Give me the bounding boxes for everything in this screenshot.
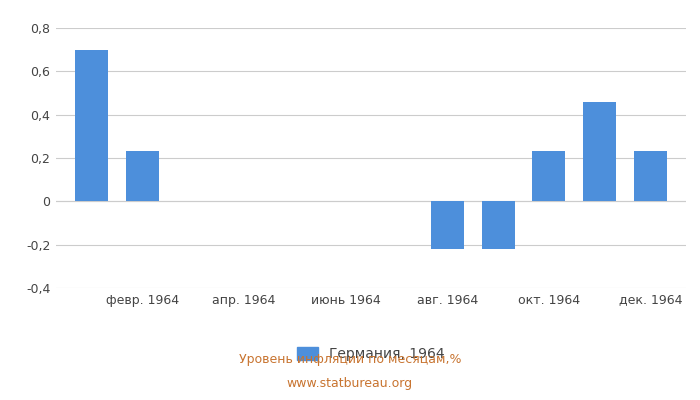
Bar (482, 201, 514, 249)
Bar (532, 152, 566, 201)
Legend: Германия, 1964: Германия, 1964 (292, 342, 450, 367)
Bar (126, 152, 159, 201)
Bar (75, 50, 108, 201)
Bar (430, 201, 463, 249)
Text: www.statbureau.org: www.statbureau.org (287, 378, 413, 390)
Bar (634, 152, 667, 201)
Text: Уровень инфляции по месяцам,%: Уровень инфляции по месяцам,% (239, 354, 461, 366)
Bar (583, 102, 616, 201)
